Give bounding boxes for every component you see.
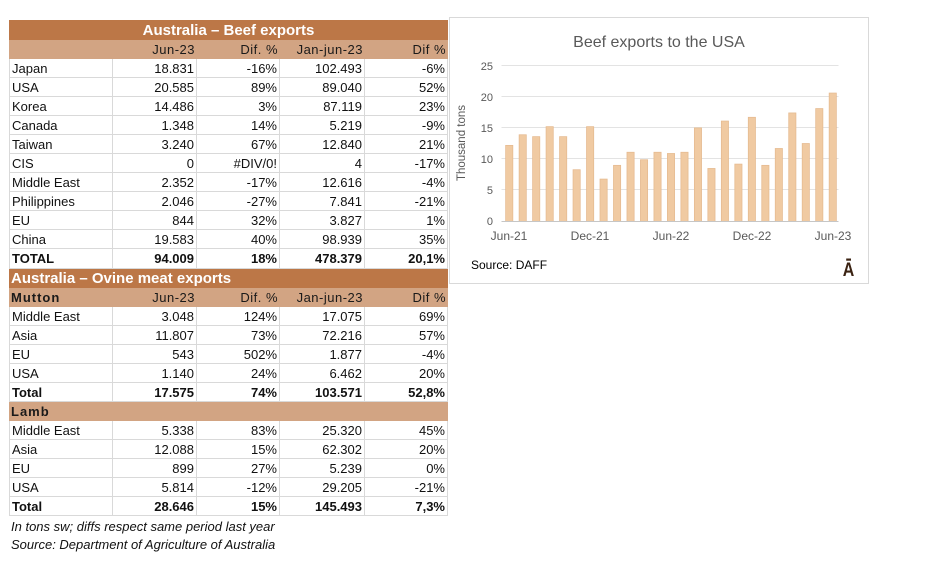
svg-text:15: 15 <box>481 123 493 135</box>
svg-text:Thousand tons: Thousand tons <box>456 105 468 181</box>
svg-text:A: A <box>843 259 855 281</box>
svg-text:Dec-22: Dec-22 <box>733 229 772 243</box>
svg-text:20: 20 <box>481 92 493 104</box>
svg-text:Jun-21: Jun-21 <box>491 229 528 243</box>
svg-text:5: 5 <box>487 185 493 197</box>
svg-text:Jun-23: Jun-23 <box>815 229 852 243</box>
svg-text:Beef exports to the USA: Beef exports to the USA <box>573 34 745 51</box>
svg-text:Source: DAFF: Source: DAFF <box>471 258 547 272</box>
svg-text:Jun-22: Jun-22 <box>653 229 690 243</box>
svg-text:Dec-21: Dec-21 <box>571 229 610 243</box>
svg-text:0: 0 <box>487 216 493 228</box>
svg-text:25: 25 <box>481 61 493 73</box>
svg-text:10: 10 <box>481 154 493 166</box>
